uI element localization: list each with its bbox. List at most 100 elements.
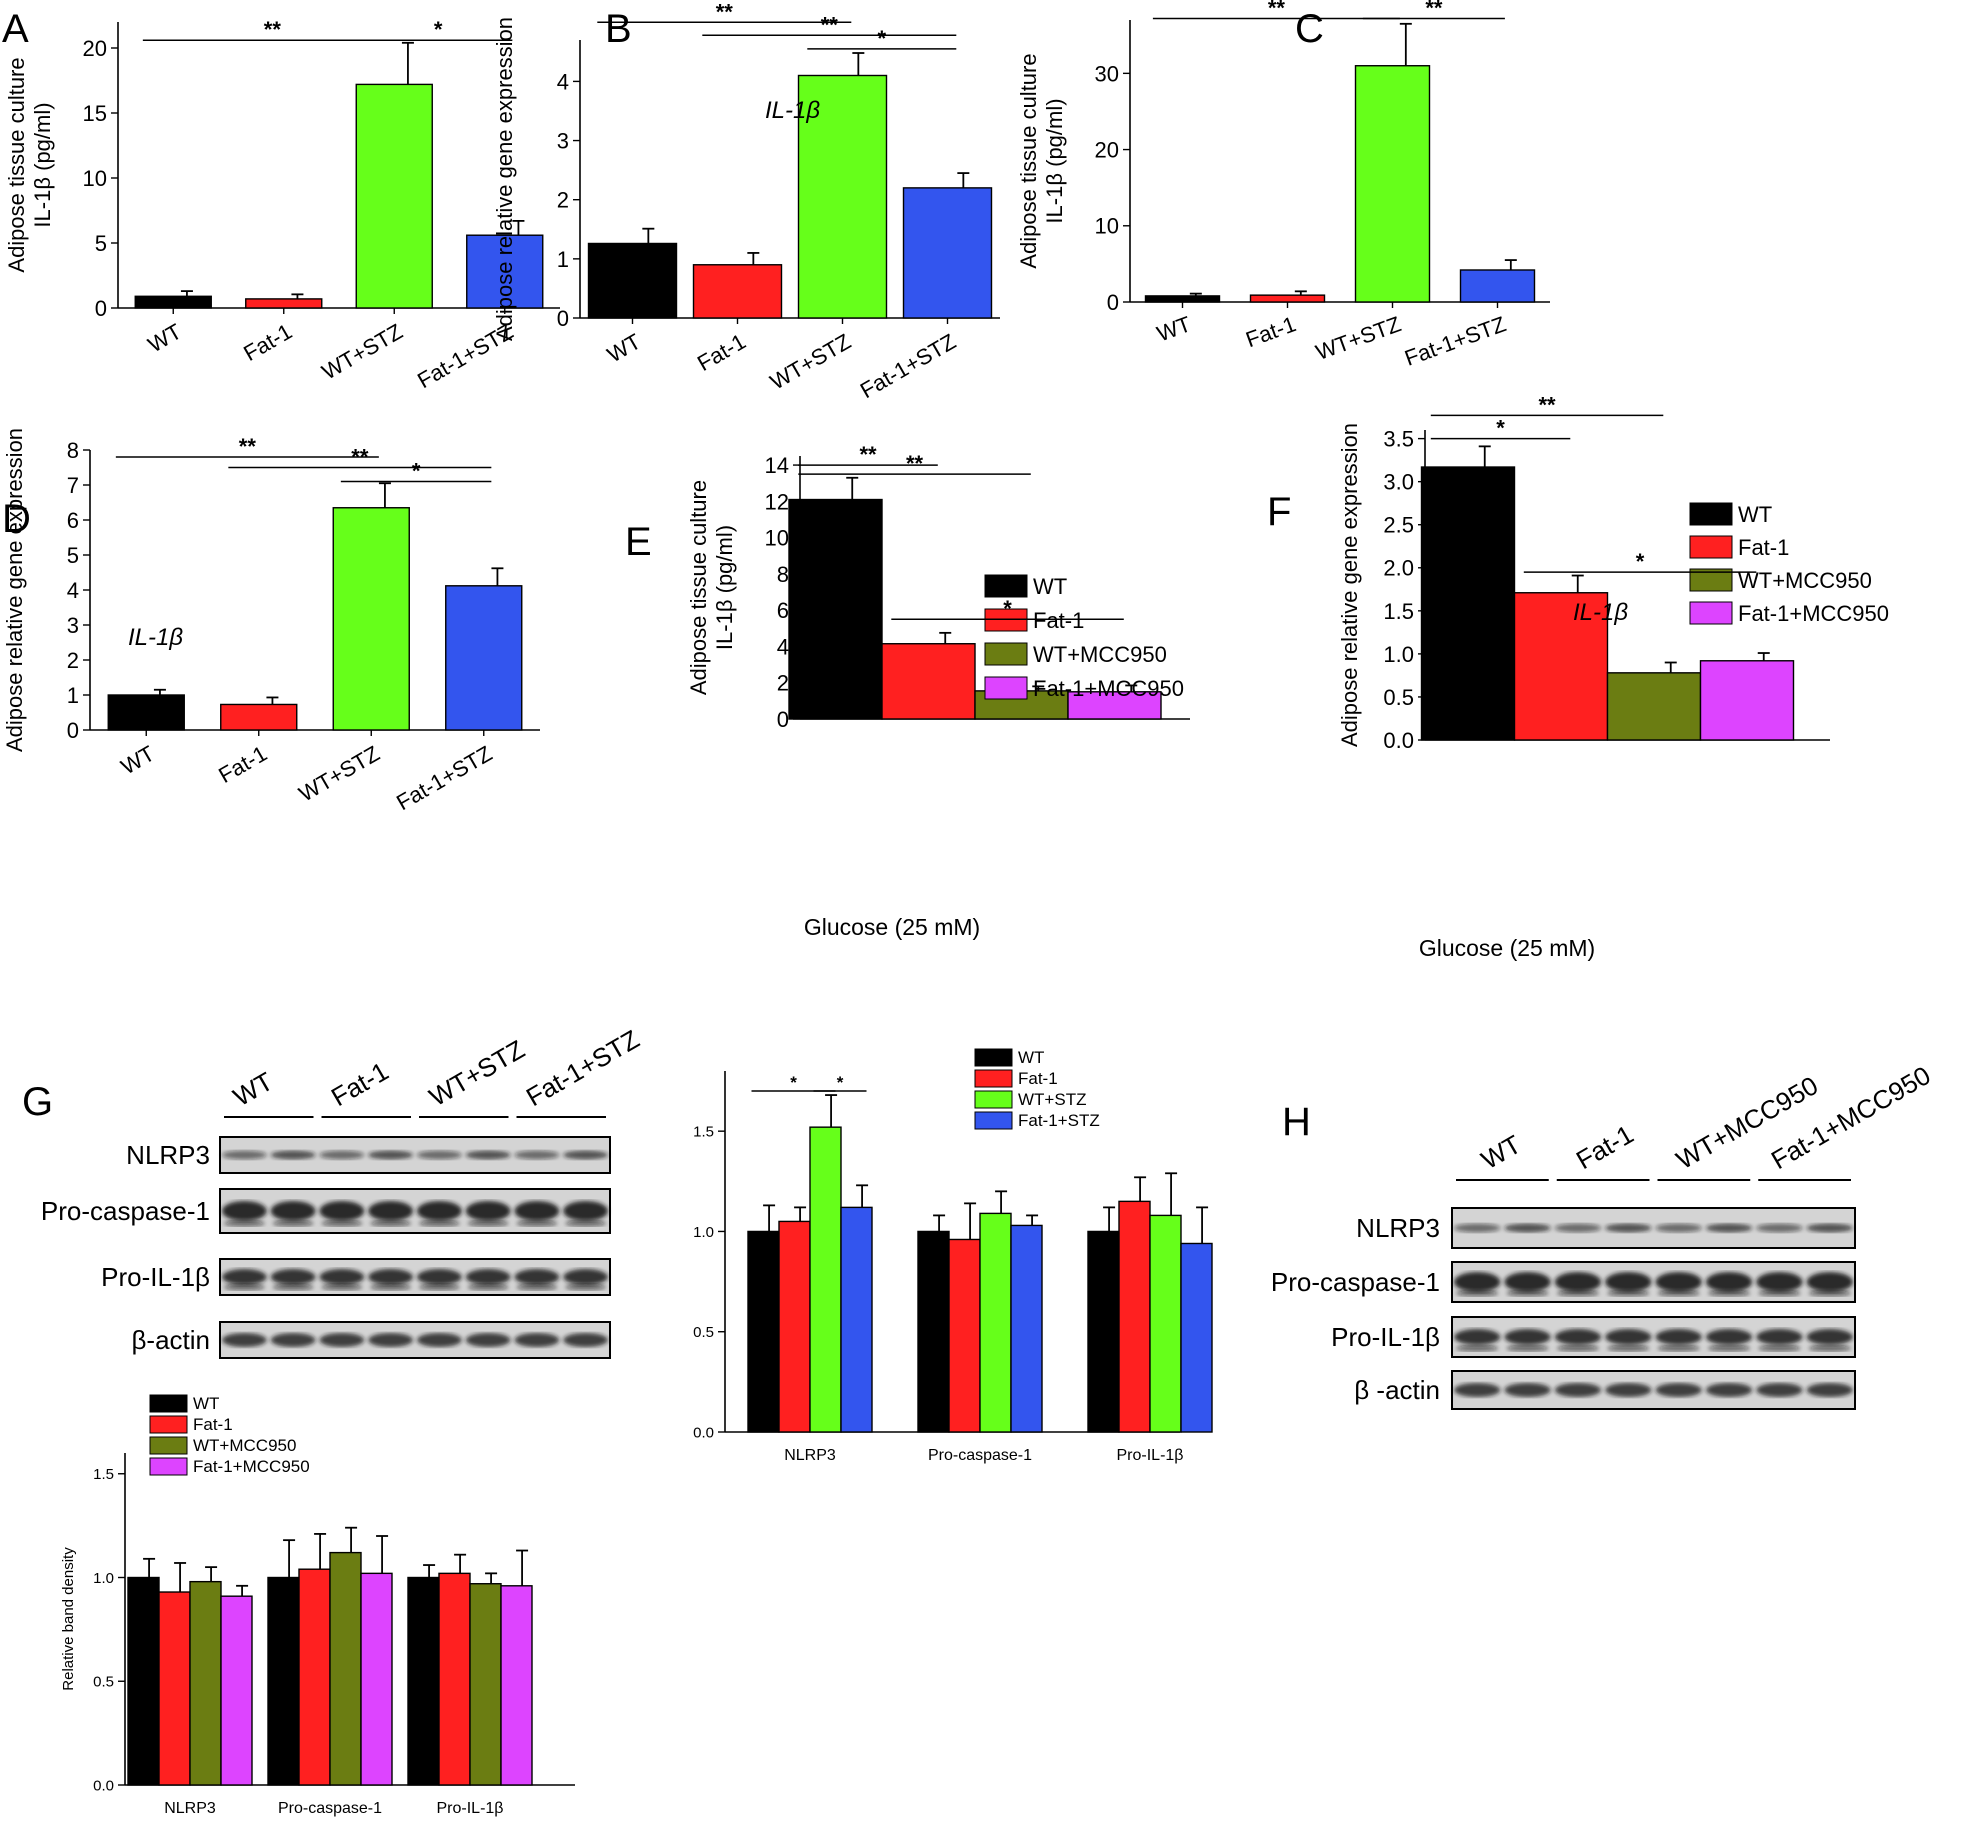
blot-band xyxy=(1756,1223,1803,1233)
blot-band xyxy=(1554,1272,1602,1292)
y-tick-label: 0.5 xyxy=(693,1324,714,1341)
blot-band xyxy=(514,1333,560,1347)
bar xyxy=(1118,1200,1151,1433)
x-tick-label: Fat-1+STZ xyxy=(392,741,496,816)
significance-marker: * xyxy=(878,26,887,51)
legend-label: Fat-1 xyxy=(1018,1069,1058,1088)
blot-row-label: Pro-caspase-1 xyxy=(1271,1267,1440,1297)
x-axis-title: Glucose (25 mM) xyxy=(804,914,980,940)
y-tick-label: 0.5 xyxy=(93,1674,114,1691)
bar xyxy=(500,1585,533,1786)
blot-band xyxy=(416,1150,462,1160)
x-tick-label: Fat-1 xyxy=(239,319,296,366)
y-tick-label: 0 xyxy=(95,296,107,321)
legend-label: WT+MCC950 xyxy=(1738,568,1872,593)
blot-row-label: NLRP3 xyxy=(1356,1213,1440,1243)
panel-label-d: D xyxy=(2,497,31,541)
blot-band xyxy=(1605,1383,1652,1397)
x-tick-label: WT xyxy=(1154,311,1195,346)
panel-label-h: H xyxy=(1282,1100,1311,1144)
bar xyxy=(587,242,678,319)
bar xyxy=(107,694,185,731)
bar xyxy=(979,1212,1012,1433)
legend-label: Fat-1+MCC950 xyxy=(193,1457,310,1476)
y-tick-label: 0.0 xyxy=(1383,728,1414,753)
blot-band xyxy=(416,1269,462,1285)
blot-band-lower xyxy=(1556,1290,1600,1297)
legend-label: WT xyxy=(193,1394,219,1413)
legend-swatch xyxy=(984,574,1028,598)
blot-band xyxy=(368,1333,414,1347)
bar xyxy=(1420,466,1516,741)
blot-band-lower xyxy=(1456,1345,1499,1352)
blot-band xyxy=(1756,1383,1803,1397)
bar xyxy=(809,1126,842,1433)
panel-label-g: G xyxy=(22,1080,53,1124)
x-tick-label: Pro-IL-1β xyxy=(1117,1447,1184,1464)
blot-band-lower xyxy=(1556,1345,1600,1352)
y-tick-label: 4 xyxy=(557,69,569,94)
x-tick-label: NLRP3 xyxy=(784,1447,836,1464)
chart-d: 0 1 2 3 4 5 6 7 8 Adipose relative gene expressio… xyxy=(2,428,540,815)
y-axis-title: Relative band density xyxy=(60,1547,77,1691)
blot-band xyxy=(1655,1223,1702,1233)
legend-swatch xyxy=(149,1394,188,1413)
blot-row-label: β -actin xyxy=(1354,1375,1440,1405)
significance-marker: ** xyxy=(1268,0,1286,20)
blot-band xyxy=(416,1333,462,1347)
y-tick-label: 1.5 xyxy=(93,1466,114,1483)
legend-label: WT+STZ xyxy=(1018,1090,1086,1109)
blot-group-label: WT xyxy=(1476,1129,1526,1175)
bar xyxy=(797,74,888,319)
y-tick-label: 3 xyxy=(67,613,79,638)
legend-label: WT+MCC950 xyxy=(193,1436,296,1455)
blot-band-lower xyxy=(321,1220,363,1227)
bar xyxy=(1149,1214,1182,1433)
y-axis-title: Adipose relative gene expression xyxy=(2,428,27,752)
blot-band xyxy=(1806,1383,1853,1397)
x-tick-label: WT xyxy=(603,329,645,368)
blot-band xyxy=(1554,1329,1602,1345)
blot-band xyxy=(1756,1272,1803,1292)
blot-band xyxy=(1504,1272,1551,1292)
blot-band xyxy=(465,1150,511,1160)
y-tick-label: 20 xyxy=(83,36,107,61)
chart-g-quant: 0.0 0.5 1.0 1.5 NLRP3 Pro-caspase-1 Pro-IL-1β W… xyxy=(693,1048,1213,1464)
blot-band xyxy=(270,1150,316,1160)
x-tick-label: Pro-IL-1β xyxy=(437,1800,504,1817)
bar xyxy=(1459,269,1536,303)
y-tick-label: 20 xyxy=(1095,137,1119,162)
x-tick-label: Fat-1 xyxy=(1242,311,1299,352)
y-tick-label: 1.0 xyxy=(693,1224,714,1241)
legend-swatch xyxy=(984,676,1028,700)
blot-band xyxy=(1806,1272,1853,1292)
bar xyxy=(407,1576,440,1786)
blot-band xyxy=(1705,1329,1753,1345)
blot-row-label: NLRP3 xyxy=(126,1140,210,1170)
legend-swatch xyxy=(974,1090,1013,1109)
blot-band xyxy=(221,1333,267,1347)
blot-band xyxy=(319,1269,365,1285)
western-blot-h: WT Fat-1 WT+MCC950Fat-1+MCC950NLRP3Pro-cas… xyxy=(1271,1060,1936,1410)
panel-label-f: F xyxy=(1267,490,1291,534)
blot-band-lower xyxy=(1808,1290,1851,1297)
blot-band xyxy=(1705,1383,1753,1397)
significance-marker: * xyxy=(412,459,421,484)
x-axis-title: Glucose (25 mM) xyxy=(1419,935,1595,961)
y-tick-label: 4 xyxy=(777,634,789,659)
significance-marker: ** xyxy=(716,0,734,24)
bar xyxy=(1180,1242,1213,1433)
chart-e: 0 2 4 6 8 10 12 14 Adipose tissue culture IL-1β (… xyxy=(686,442,1190,940)
x-tick-label: WT+STZ xyxy=(766,329,855,395)
bar xyxy=(1249,294,1326,303)
blot-band xyxy=(1655,1383,1702,1397)
legend-label: Fat-1 xyxy=(1033,608,1084,633)
legend-swatch xyxy=(974,1048,1013,1067)
blot-band-lower xyxy=(370,1220,412,1227)
bar xyxy=(1087,1230,1120,1433)
blot-band xyxy=(1554,1383,1602,1397)
y-tick-label: 2.0 xyxy=(1383,556,1414,581)
blot-band xyxy=(465,1333,511,1347)
blot-band xyxy=(270,1333,316,1347)
y-tick-label: 15 xyxy=(83,101,107,126)
